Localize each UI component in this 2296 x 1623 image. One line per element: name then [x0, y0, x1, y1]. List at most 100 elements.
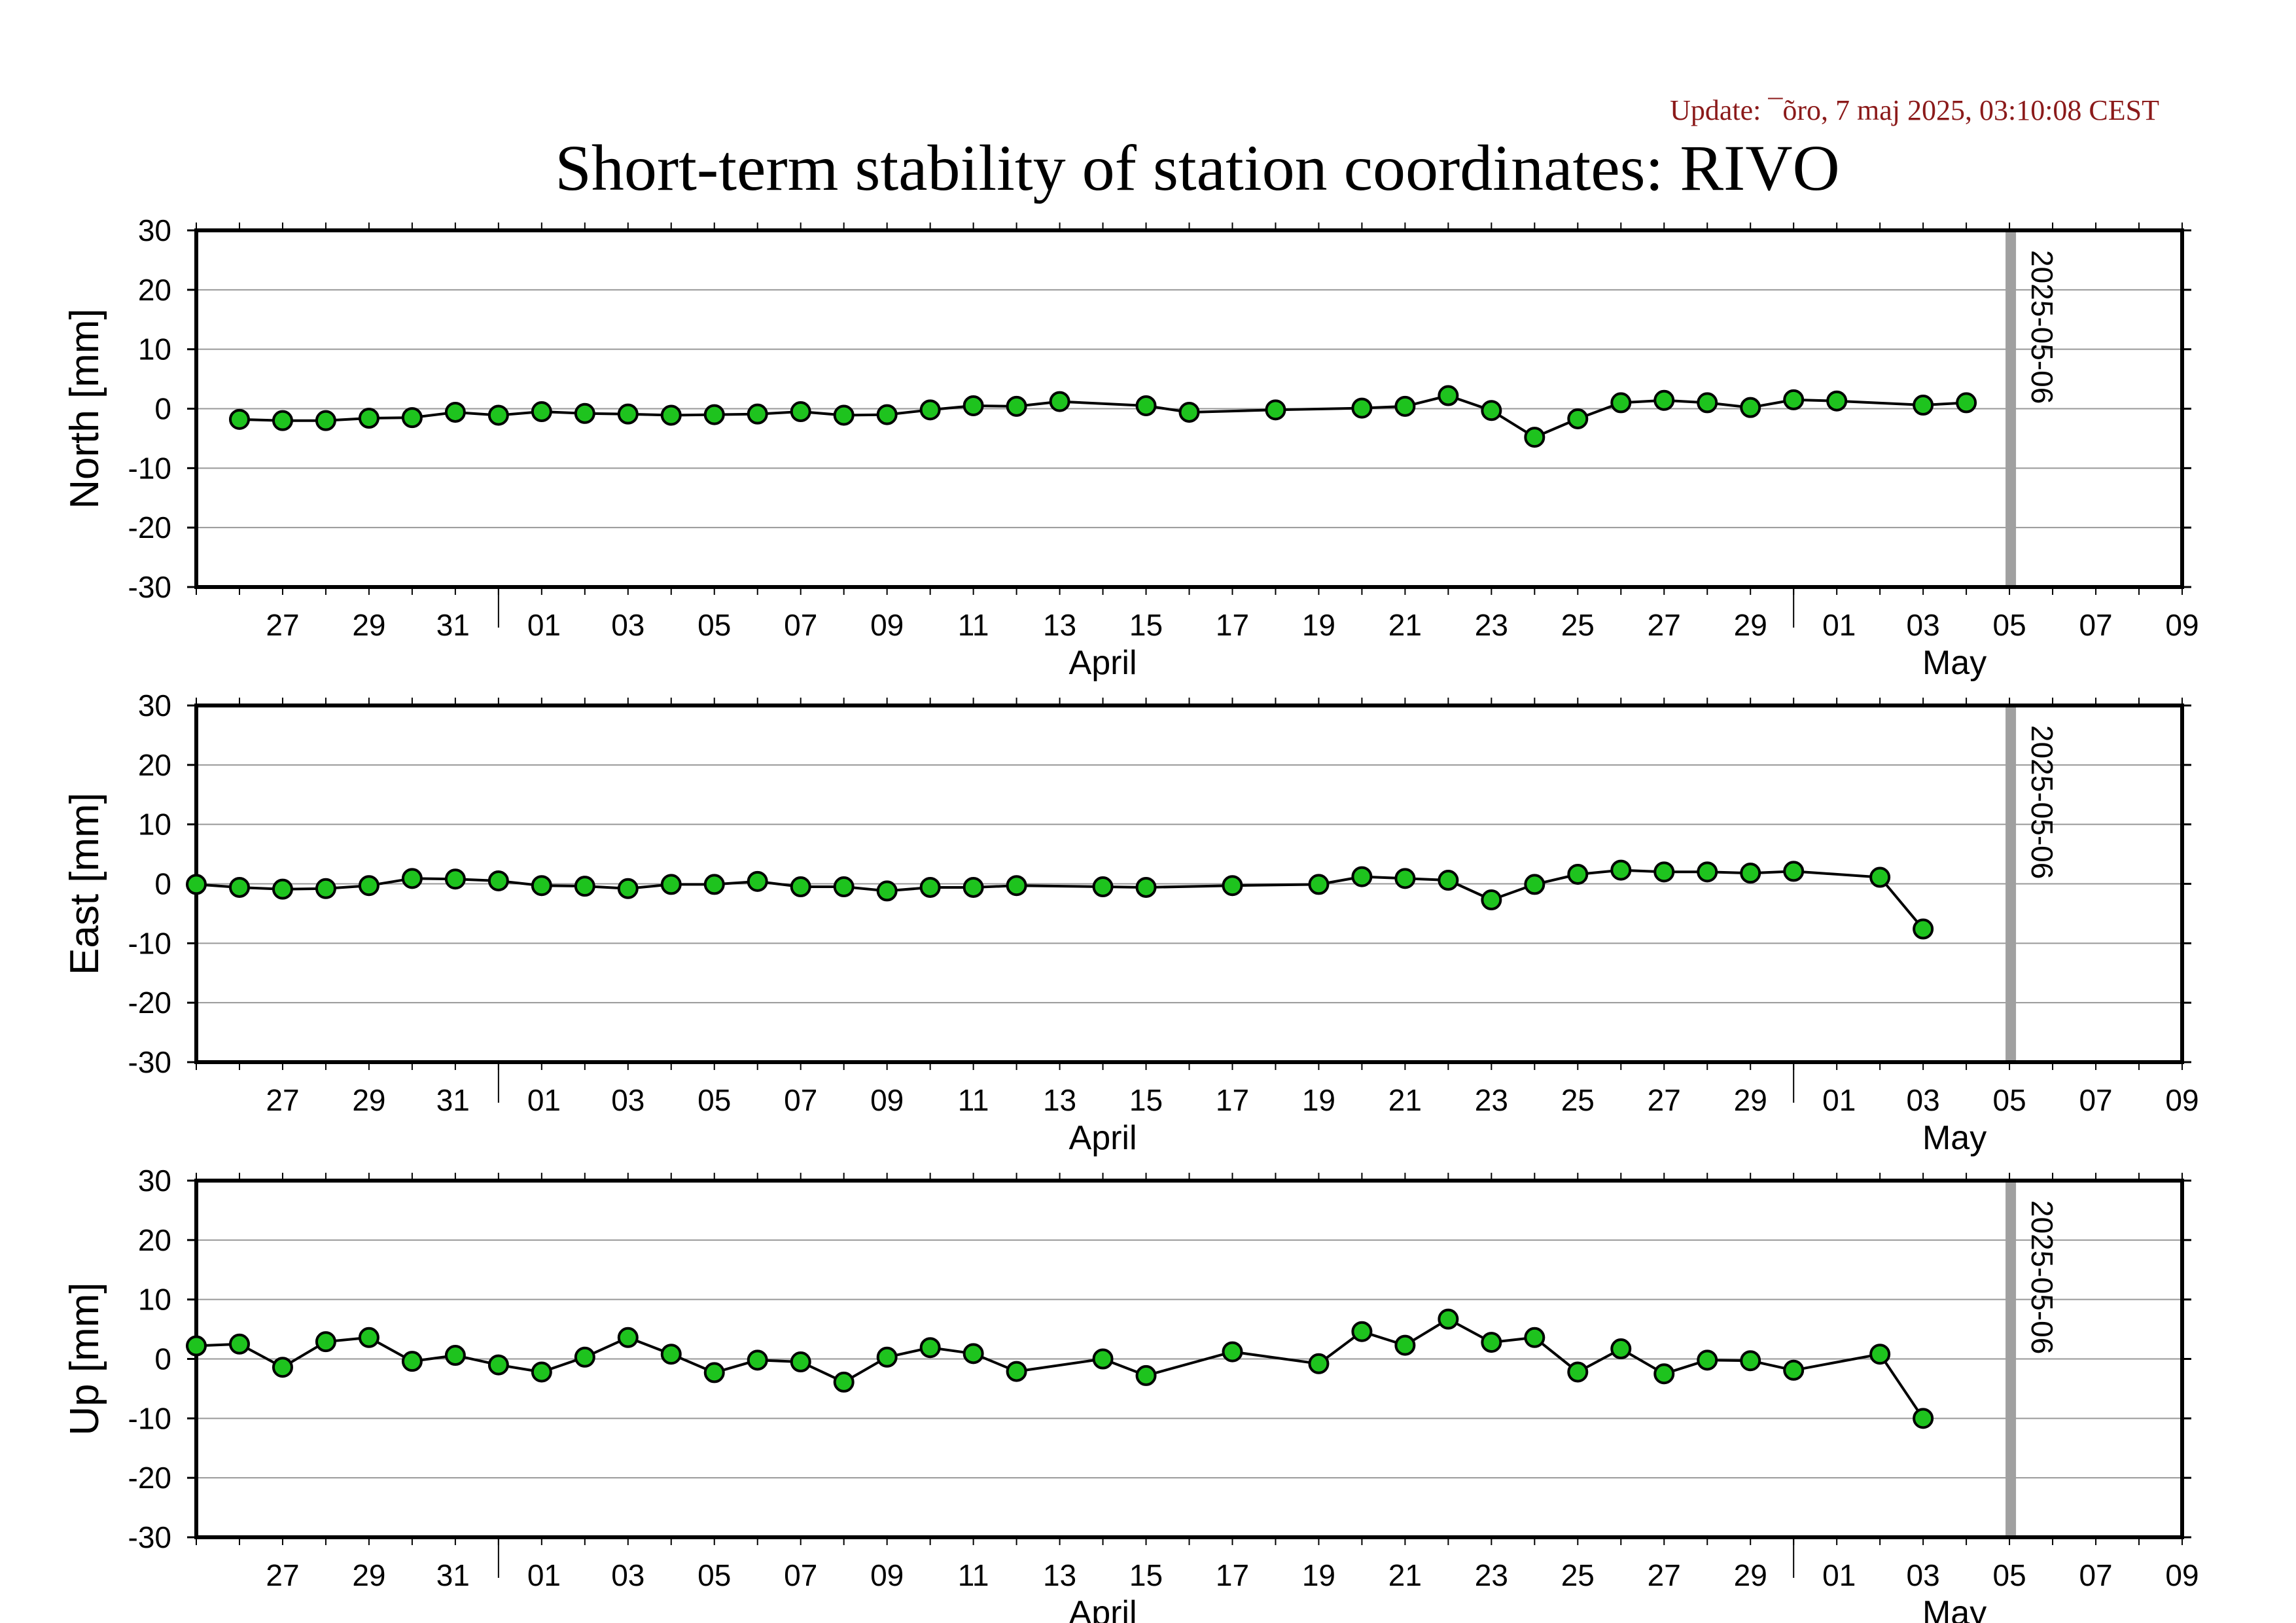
x-tick-label: 29 — [352, 608, 385, 642]
data-point — [1697, 861, 1718, 883]
x-tick-label: 29 — [352, 1083, 385, 1117]
data-point — [833, 1371, 855, 1393]
data-point — [703, 1362, 725, 1383]
x-tick-label: 27 — [1648, 1083, 1681, 1117]
data-point — [1178, 401, 1200, 423]
data-point — [1567, 1361, 1589, 1383]
data-point — [1697, 1349, 1718, 1371]
y-axis-label: East [mm] — [62, 793, 107, 975]
data-point — [1135, 395, 1157, 416]
month-label: May — [1922, 1119, 1987, 1157]
x-tick-label: 15 — [1129, 1083, 1163, 1117]
data-point — [963, 876, 984, 898]
data-point — [617, 878, 639, 899]
x-tick-label: 01 — [527, 608, 561, 642]
y-tick-label: 0 — [154, 1342, 171, 1376]
x-tick-label: 19 — [1302, 1558, 1335, 1592]
x-tick-label: 21 — [1388, 1083, 1422, 1117]
data-point — [1783, 1359, 1805, 1381]
x-tick-label: 01 — [1822, 1558, 1856, 1592]
data-point — [444, 868, 466, 890]
x-tick-label: 11 — [958, 608, 989, 642]
x-tick-label: 09 — [870, 1558, 904, 1592]
data-point — [876, 404, 898, 425]
y-tick-label: -10 — [128, 1401, 171, 1435]
data-point — [228, 408, 250, 430]
data-point — [358, 875, 380, 897]
month-label: May — [1922, 1594, 1987, 1623]
y-tick-label: 20 — [138, 273, 171, 307]
data-point — [272, 1357, 293, 1378]
month-label: April — [1069, 1119, 1137, 1157]
data-point — [444, 401, 466, 423]
x-tick-label: 23 — [1475, 1558, 1508, 1592]
data-point — [1006, 875, 1027, 897]
data-point — [272, 878, 293, 900]
data-point — [876, 1346, 898, 1368]
data-point — [1308, 874, 1330, 895]
x-tick-label: 19 — [1302, 608, 1335, 642]
data-point — [186, 874, 207, 895]
data-point — [1006, 1361, 1027, 1382]
x-tick-label: 13 — [1043, 608, 1076, 642]
data-point — [747, 870, 768, 892]
data-point — [358, 408, 380, 429]
x-tick-label: 27 — [1648, 1558, 1681, 1592]
x-tick-label: 07 — [2079, 608, 2112, 642]
data-point — [358, 1327, 380, 1348]
data-point — [1135, 876, 1157, 898]
data-point — [1913, 918, 1934, 940]
data-point — [1653, 861, 1675, 883]
x-tick-label: 17 — [1216, 1083, 1249, 1117]
data-point — [1351, 397, 1373, 419]
data-point — [1524, 1327, 1545, 1348]
data-point — [574, 402, 595, 424]
data-point — [790, 876, 811, 898]
data-point — [531, 875, 552, 897]
x-tick-label: 09 — [2165, 1083, 2199, 1117]
data-point — [1524, 874, 1545, 895]
x-tick-label: 21 — [1388, 1558, 1422, 1592]
data-point — [833, 404, 855, 426]
data-point — [487, 404, 509, 426]
month-label: April — [1069, 1594, 1137, 1623]
x-tick-label: 25 — [1561, 1558, 1595, 1592]
data-point — [1308, 1353, 1330, 1374]
plot-frame — [194, 228, 2184, 589]
x-tick-label: 01 — [527, 1083, 561, 1117]
x-tick-label: 15 — [1129, 608, 1163, 642]
data-point — [1524, 427, 1545, 448]
data-point — [1481, 1332, 1502, 1353]
data-point — [272, 410, 293, 431]
x-tick-label: 23 — [1475, 1083, 1508, 1117]
x-tick-label: 13 — [1043, 1558, 1076, 1592]
data-point — [1610, 392, 1632, 414]
x-tick-label: 17 — [1216, 1558, 1249, 1592]
x-tick-label: 07 — [2079, 1083, 2112, 1117]
data-point — [1783, 389, 1805, 410]
data-point — [531, 401, 552, 423]
data-point — [747, 1349, 768, 1371]
data-point — [876, 880, 898, 902]
data-point — [1438, 385, 1459, 406]
x-tick-label: 03 — [1907, 1558, 1940, 1592]
data-point — [790, 401, 811, 423]
x-tick-label: 01 — [1822, 608, 1856, 642]
x-tick-label: 05 — [1993, 608, 2026, 642]
data-point — [315, 1331, 336, 1353]
x-tick-label: 29 — [1734, 608, 1767, 642]
x-tick-label: 29 — [1734, 1083, 1767, 1117]
x-tick-label: 27 — [266, 1083, 299, 1117]
x-tick-label: 27 — [1648, 608, 1681, 642]
data-point — [487, 870, 509, 891]
data-point — [1222, 1341, 1243, 1363]
update-timestamp: Update: ¯õro, 7 maj 2025, 03:10:08 CEST — [1670, 94, 2159, 126]
data-point — [574, 876, 595, 897]
data-point — [790, 1351, 811, 1373]
data-point — [487, 1354, 509, 1376]
x-tick-label: 09 — [870, 608, 904, 642]
y-tick-label: -10 — [128, 451, 171, 485]
x-tick-label: 03 — [1907, 608, 1940, 642]
